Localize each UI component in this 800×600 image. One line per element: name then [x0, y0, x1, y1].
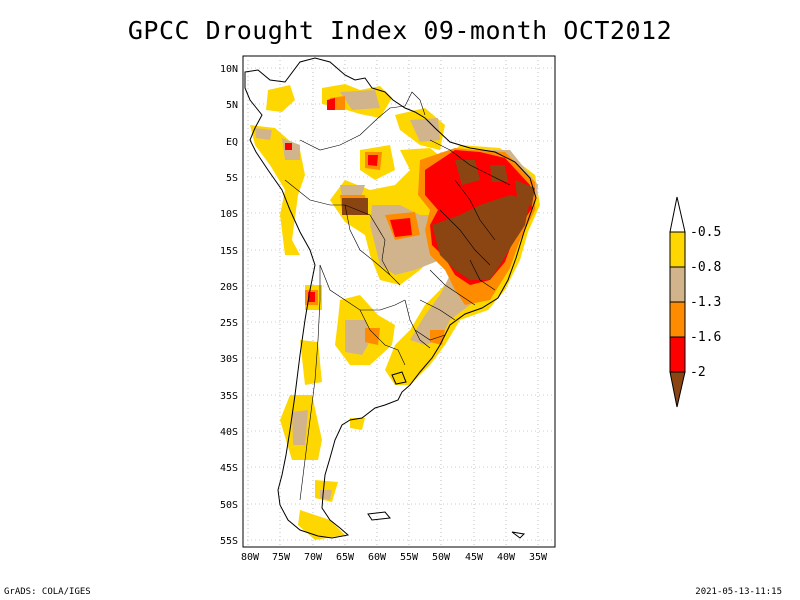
lat-label: 35S: [220, 391, 238, 402]
lat-label: 55S: [220, 536, 238, 547]
drought-shading: [250, 84, 540, 540]
legend-label: -1.6: [690, 330, 721, 345]
drought-class-exceptional: [342, 160, 535, 280]
lon-label: 65W: [336, 552, 355, 563]
lon-label: 70W: [304, 552, 323, 563]
map-frame: [242, 55, 556, 548]
lon-label: 60W: [368, 552, 387, 563]
legend-label: -1.3: [690, 295, 721, 310]
lon-label: 50W: [432, 552, 451, 563]
lat-label: 5S: [226, 173, 238, 184]
lon-label: 80W: [241, 552, 260, 563]
map-grid: [243, 56, 555, 547]
lat-label: 40S: [220, 427, 238, 438]
legend-label: -0.8: [690, 260, 721, 275]
footer-credit: GrADS: COLA/IGES: [4, 587, 91, 597]
legend-label: -0.5: [690, 225, 721, 240]
colorbar-segment-moderate: [669, 266, 686, 303]
lon-label: 75W: [272, 552, 291, 563]
lat-label: 5N: [226, 100, 238, 111]
legend-colorbar: -0.5 -0.8 -1.3 -1.6 -2: [669, 196, 721, 408]
lon-label: 45W: [465, 552, 484, 563]
country-borders: [284, 91, 511, 501]
map-title: GPCC Drought Index 09-month OCT2012: [127, 16, 673, 45]
lat-label: 30S: [220, 354, 238, 365]
lat-label: 10S: [220, 209, 238, 220]
lat-label: 10N: [220, 64, 238, 75]
lon-label: 55W: [400, 552, 419, 563]
coastline: [244, 57, 537, 539]
lat-label: 45S: [220, 463, 238, 474]
lon-label: 40W: [497, 552, 516, 563]
colorbar-bottom-triangle: [669, 371, 686, 408]
lon-label: 35W: [529, 552, 548, 563]
latitude-axis: 10N 5N EQ 5S 10S 15S 20S 25S 30S 35S 40S…: [220, 64, 238, 547]
footer-timestamp: 2021-05-13-11:15: [695, 587, 782, 597]
legend-label: -2: [690, 365, 706, 380]
lat-label: 50S: [220, 500, 238, 511]
lat-label: 25S: [220, 318, 238, 329]
colorbar-segment-extreme: [669, 336, 686, 373]
colorbar-top-triangle: [669, 196, 686, 233]
colorbar-segment-severe: [669, 301, 686, 338]
colorbar-segment-mild: [669, 231, 686, 268]
lat-label: 15S: [220, 246, 238, 257]
lat-label: 20S: [220, 282, 238, 293]
lat-label: EQ: [226, 137, 238, 148]
longitude-axis: 80W 75W 70W 65W 60W 55W 50W 45W 40W 35W: [241, 552, 548, 563]
